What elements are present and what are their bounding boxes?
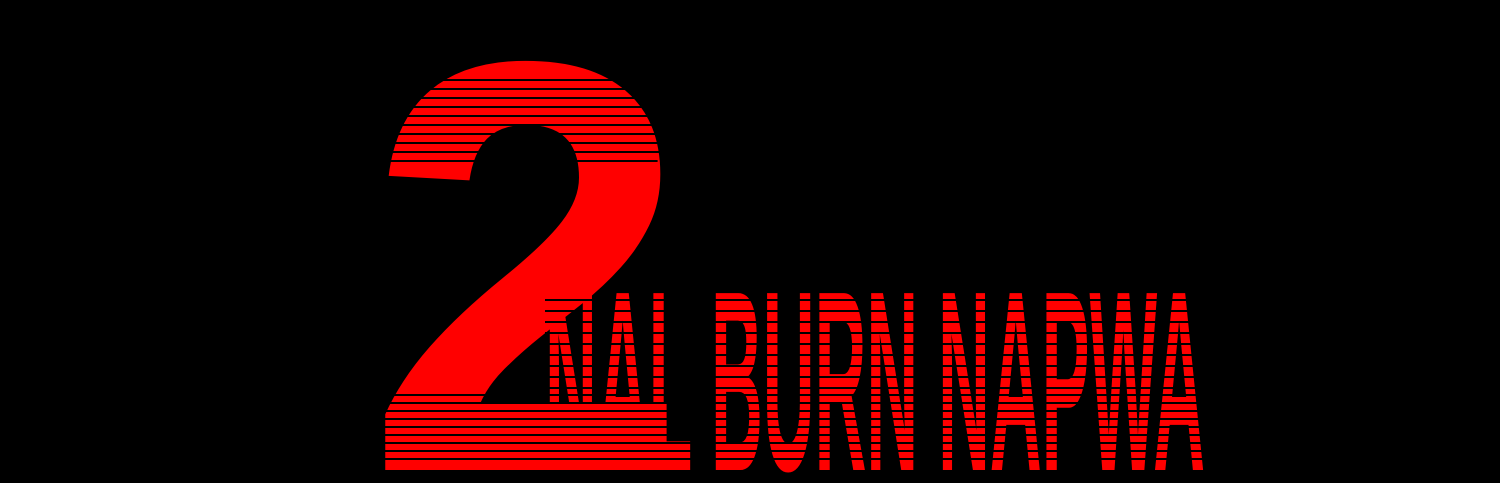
logo-wordmark: NAL BURN NAPWA	[545, 238, 1205, 483]
stripe-overlay	[365, 79, 1210, 460]
